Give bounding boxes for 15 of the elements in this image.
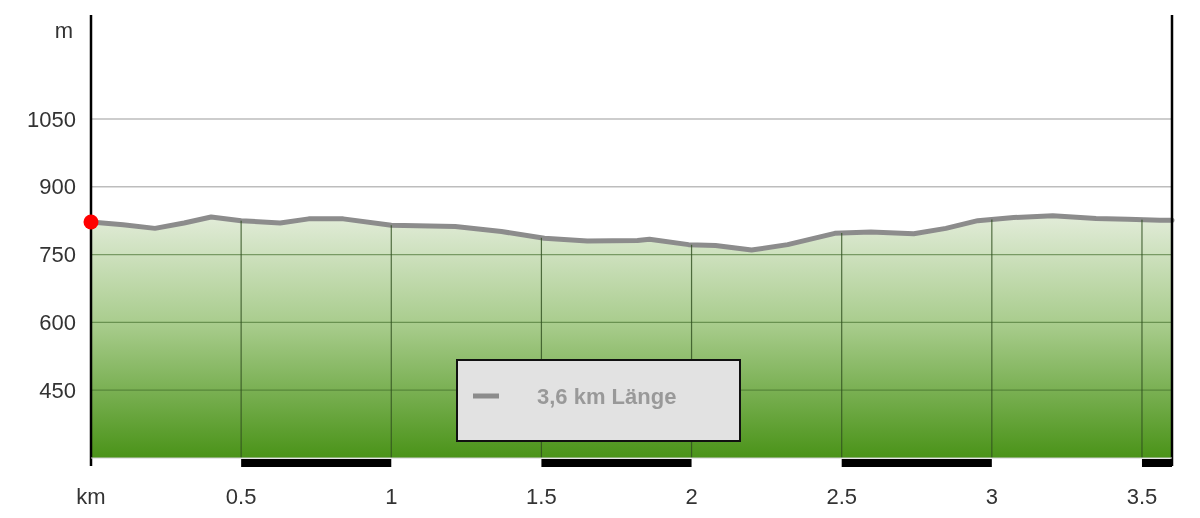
y-tick-label: 1050 xyxy=(27,106,76,132)
y-tick-label: 750 xyxy=(39,242,76,268)
legend-label: 3,6 km Länge xyxy=(537,383,677,409)
x-tick-label: 1.5 xyxy=(526,484,557,509)
x-tick-label: 2.5 xyxy=(826,484,857,509)
x-tick-label: 0.5 xyxy=(225,484,257,509)
x-tick-label: 3.5 xyxy=(1126,484,1158,509)
y-tick-label: 600 xyxy=(39,310,76,336)
y-tick-label: 450 xyxy=(39,377,76,403)
y-axis-title: m xyxy=(54,18,74,43)
x-tick-label: 2 xyxy=(685,484,698,509)
x-tick-label: 1 xyxy=(385,484,398,509)
x-axis-title: km xyxy=(76,484,106,509)
x-tick-label: 3 xyxy=(985,484,998,509)
y-tick-label: 900 xyxy=(39,174,76,200)
